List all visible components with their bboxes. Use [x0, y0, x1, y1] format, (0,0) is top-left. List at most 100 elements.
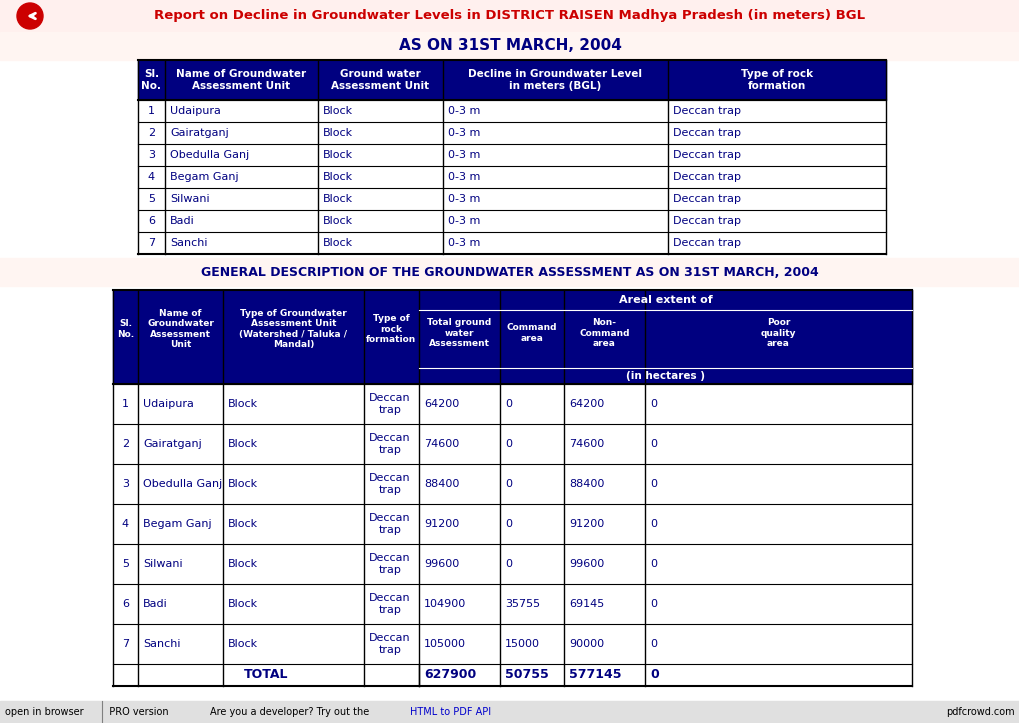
Text: open in browser: open in browser — [5, 707, 84, 717]
Text: Deccan
trap: Deccan trap — [369, 593, 411, 615]
Text: Obedulla Ganj: Obedulla Ganj — [170, 150, 249, 160]
Text: Sanchi: Sanchi — [170, 238, 207, 248]
Text: Decline in Groundwater Level
in meters (BGL): Decline in Groundwater Level in meters (… — [468, 69, 642, 91]
Text: Block: Block — [323, 216, 353, 226]
Text: 0: 0 — [649, 519, 656, 529]
Text: Total ground
water
Assessment: Total ground water Assessment — [427, 318, 491, 348]
Text: Block: Block — [228, 599, 258, 609]
Bar — [138, 60, 886, 100]
Text: Deccan
trap: Deccan trap — [369, 433, 411, 455]
Text: 64200: 64200 — [569, 399, 603, 409]
Text: Type of rock
formation: Type of rock formation — [740, 69, 812, 91]
Text: 35755: 35755 — [504, 599, 540, 609]
Text: Name of Groundwater
Assessment Unit: Name of Groundwater Assessment Unit — [176, 69, 307, 91]
Bar — [113, 504, 911, 544]
Text: 88400: 88400 — [569, 479, 604, 489]
Text: 6: 6 — [122, 599, 128, 609]
Bar — [138, 100, 886, 122]
Text: Type of Groundwater
Assessment Unit
(Watershed / Taluka /
Mandal): Type of Groundwater Assessment Unit (Wat… — [239, 309, 347, 349]
Text: Sl.
No.: Sl. No. — [142, 69, 161, 91]
Text: Deccan trap: Deccan trap — [673, 128, 740, 138]
Bar — [0, 258, 1019, 286]
Bar — [138, 144, 886, 166]
Text: 2: 2 — [122, 439, 129, 449]
Text: TOTAL: TOTAL — [244, 669, 288, 682]
Text: Gairatganj: Gairatganj — [143, 439, 202, 449]
Text: Are you a developer? Try out the: Are you a developer? Try out the — [210, 707, 372, 717]
Text: Block: Block — [228, 439, 258, 449]
Text: Deccan trap: Deccan trap — [673, 150, 740, 160]
Bar — [113, 584, 911, 624]
Text: 6: 6 — [148, 216, 155, 226]
Text: Sanchi: Sanchi — [143, 639, 180, 649]
Text: Block: Block — [228, 639, 258, 649]
Text: 0: 0 — [504, 479, 512, 489]
Text: 69145: 69145 — [569, 599, 603, 609]
Text: 627900: 627900 — [424, 669, 476, 682]
Circle shape — [17, 3, 43, 29]
Text: Areal extent of: Areal extent of — [618, 295, 711, 305]
Text: 0-3 m: 0-3 m — [447, 194, 480, 204]
Text: Block: Block — [323, 172, 353, 182]
Text: 104900: 104900 — [424, 599, 466, 609]
Text: 74600: 74600 — [569, 439, 603, 449]
Text: HTML to PDF API: HTML to PDF API — [410, 707, 490, 717]
Text: 50755: 50755 — [504, 669, 548, 682]
Text: 91200: 91200 — [424, 519, 459, 529]
Text: Block: Block — [323, 150, 353, 160]
Bar — [0, 0, 1019, 32]
Text: 0-3 m: 0-3 m — [447, 150, 480, 160]
Text: 99600: 99600 — [424, 559, 459, 569]
Text: Udaipura: Udaipura — [143, 399, 194, 409]
Text: 15000: 15000 — [504, 639, 539, 649]
Text: 0-3 m: 0-3 m — [447, 216, 480, 226]
Bar — [113, 664, 911, 686]
Text: Block: Block — [228, 519, 258, 529]
Text: 64200: 64200 — [424, 399, 459, 409]
Text: Deccan
trap: Deccan trap — [369, 473, 411, 495]
Text: 4: 4 — [122, 519, 129, 529]
Bar — [113, 384, 911, 424]
Text: Badi: Badi — [170, 216, 195, 226]
Text: Obedulla Ganj: Obedulla Ganj — [143, 479, 222, 489]
Bar — [0, 701, 1019, 723]
Text: 74600: 74600 — [424, 439, 459, 449]
Text: 3: 3 — [122, 479, 128, 489]
Bar — [138, 188, 886, 210]
Text: Block: Block — [228, 399, 258, 409]
Text: 0: 0 — [649, 439, 656, 449]
Bar — [113, 464, 911, 504]
Text: Badi: Badi — [143, 599, 167, 609]
Text: 0-3 m: 0-3 m — [447, 238, 480, 248]
Text: Deccan
trap: Deccan trap — [369, 393, 411, 415]
Text: GENERAL DESCRIPTION OF THE GROUNDWATER ASSESSMENT AS ON 31ST MARCH, 2004: GENERAL DESCRIPTION OF THE GROUNDWATER A… — [201, 265, 818, 278]
Text: 3: 3 — [148, 150, 155, 160]
Text: Deccan
trap: Deccan trap — [369, 513, 411, 535]
Bar — [113, 424, 911, 464]
Bar — [113, 290, 911, 384]
Bar — [138, 210, 886, 232]
Text: 0-3 m: 0-3 m — [447, 106, 480, 116]
Text: Name of
Groundwater
Assessment
Unit: Name of Groundwater Assessment Unit — [147, 309, 214, 349]
Text: 1: 1 — [148, 106, 155, 116]
Text: 0: 0 — [504, 559, 512, 569]
Text: 0: 0 — [649, 599, 656, 609]
Text: Deccan trap: Deccan trap — [673, 216, 740, 226]
Text: Block: Block — [323, 238, 353, 248]
Text: Begam Ganj: Begam Ganj — [143, 519, 211, 529]
Text: 0: 0 — [649, 399, 656, 409]
Text: 7: 7 — [148, 238, 155, 248]
Text: 90000: 90000 — [569, 639, 603, 649]
Bar — [138, 232, 886, 254]
Text: 88400: 88400 — [424, 479, 459, 489]
Text: Silwani: Silwani — [143, 559, 182, 569]
Bar — [138, 166, 886, 188]
Text: Poor
quality
area: Poor quality area — [760, 318, 796, 348]
Text: Block: Block — [228, 479, 258, 489]
Text: Block: Block — [228, 559, 258, 569]
Text: 0: 0 — [649, 669, 658, 682]
Bar — [113, 624, 911, 664]
Text: Non-
Command
area: Non- Command area — [579, 318, 629, 348]
Text: 105000: 105000 — [424, 639, 466, 649]
Text: 0-3 m: 0-3 m — [447, 128, 480, 138]
